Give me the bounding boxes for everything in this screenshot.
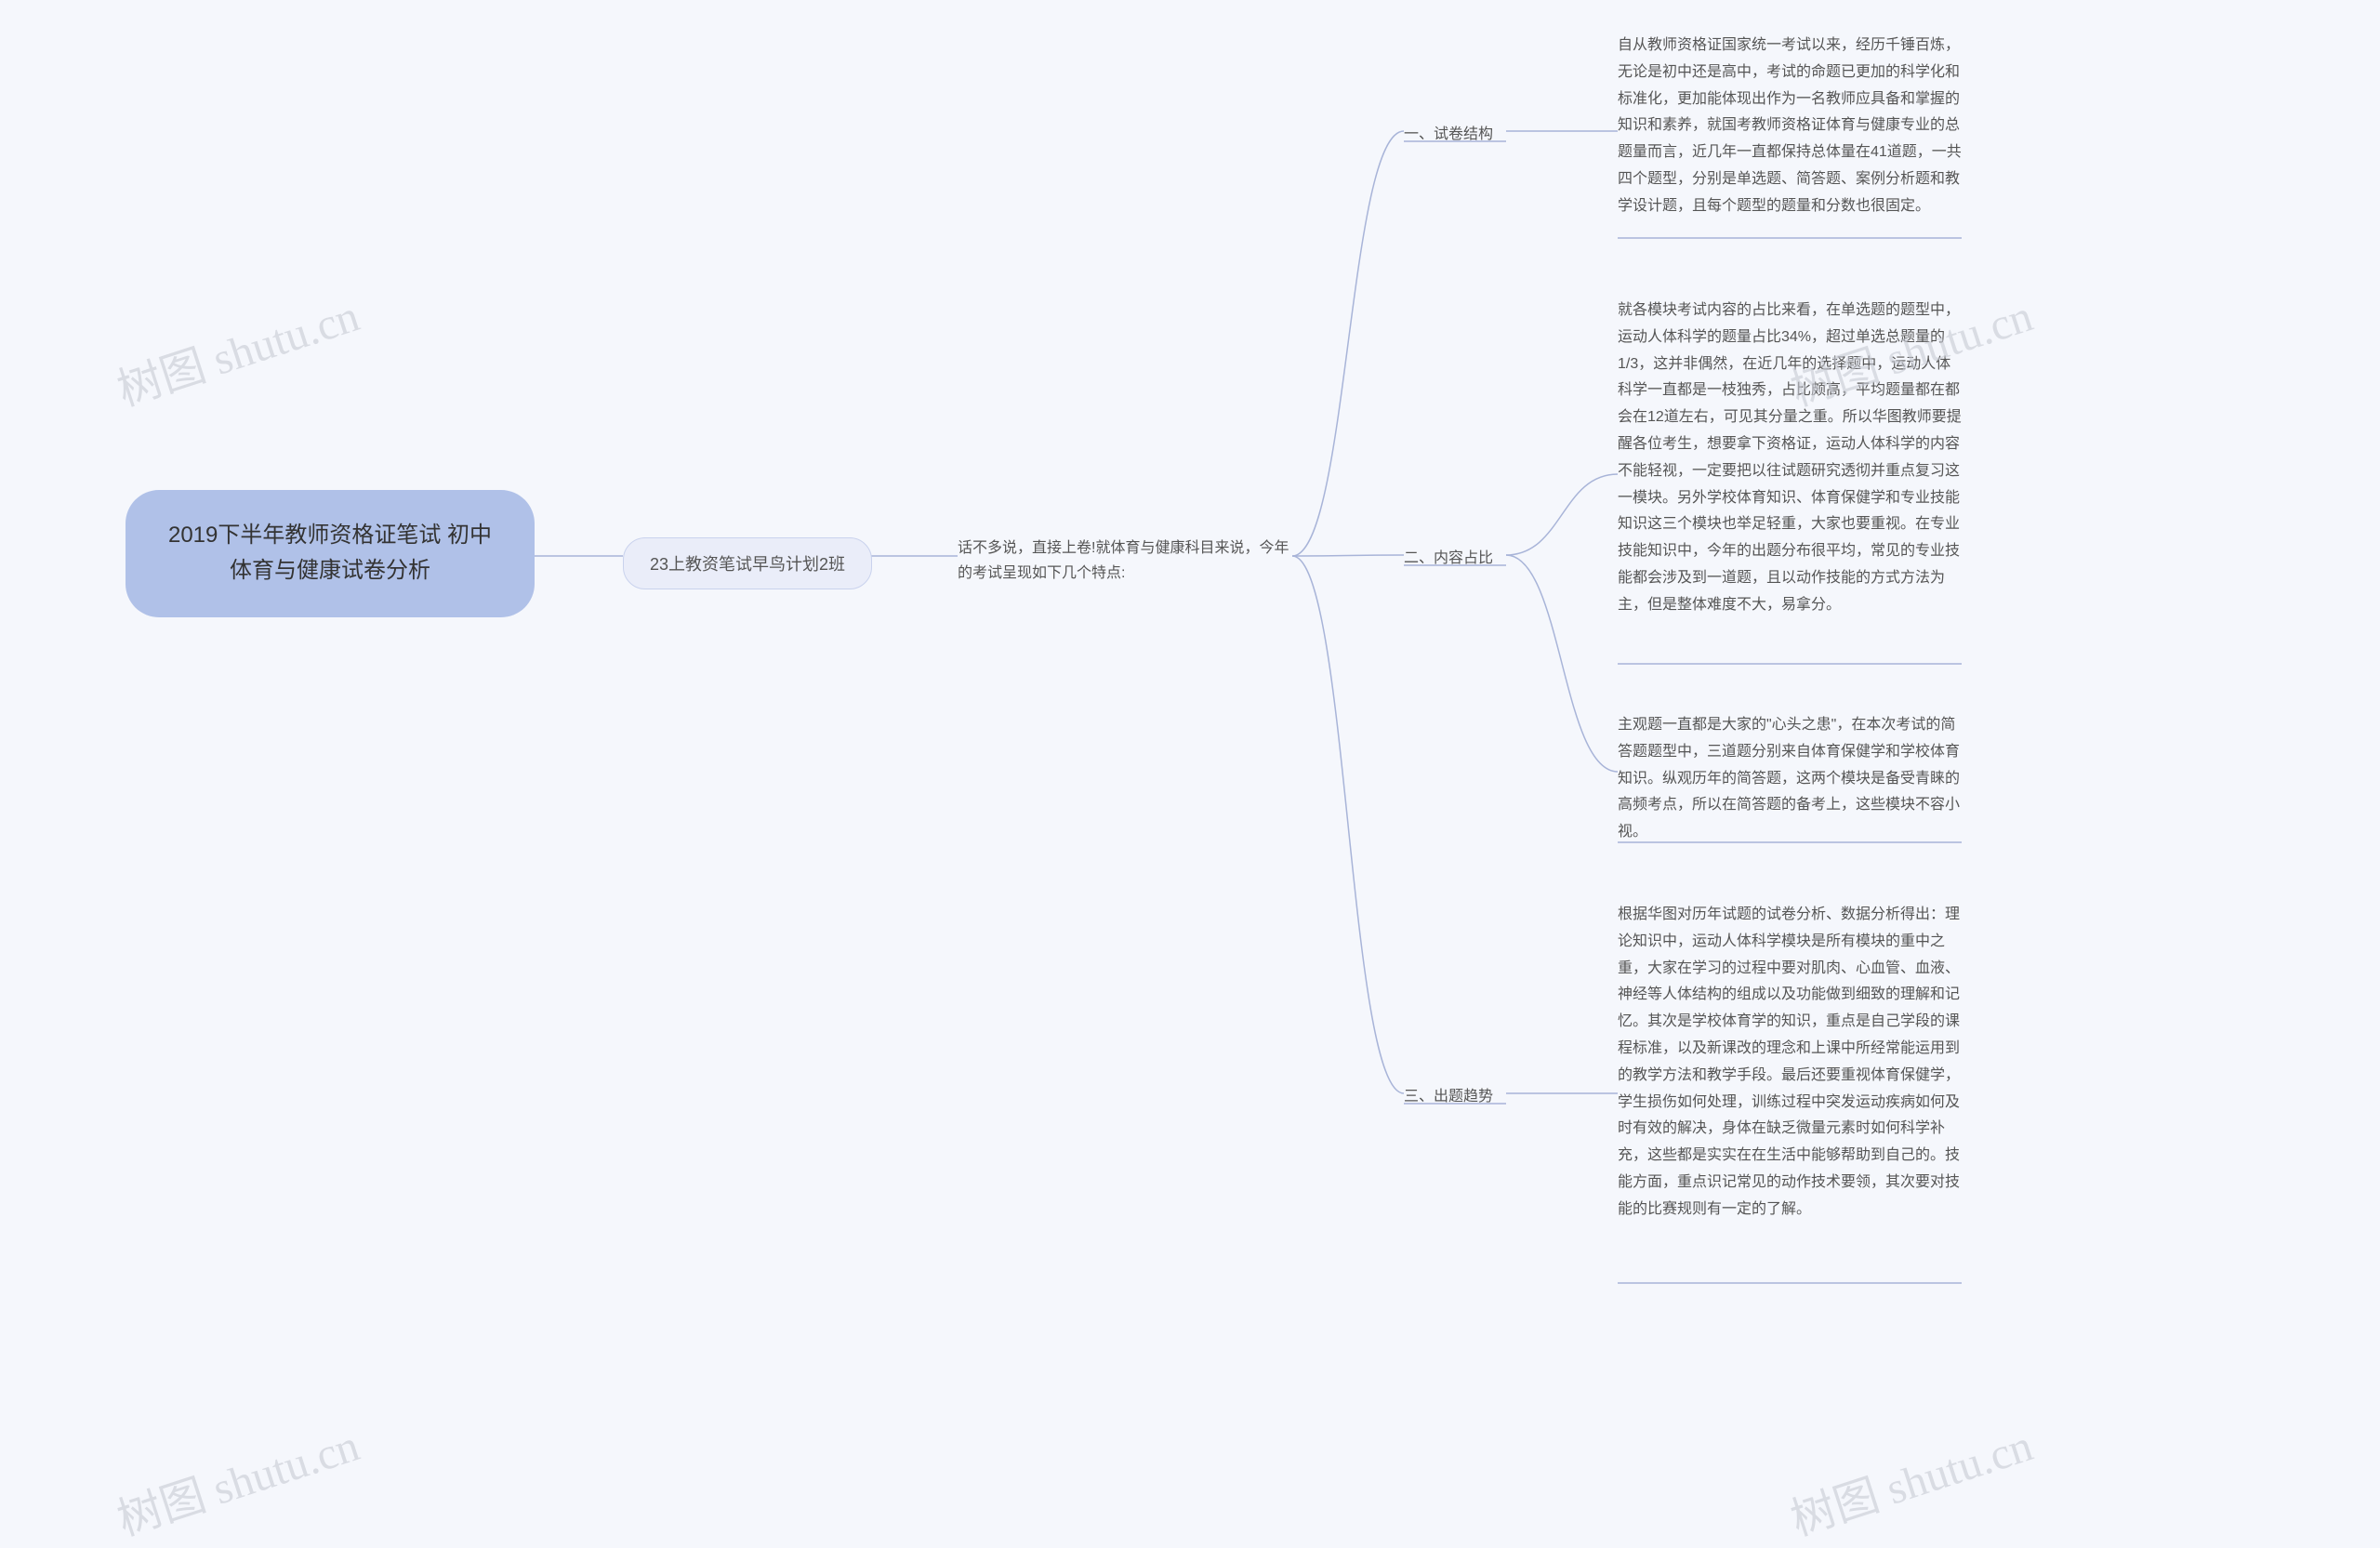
section-1-text: 一、试卷结构	[1404, 126, 1493, 142]
level1-text: 23上教资笔试早鸟计划2班	[650, 555, 845, 574]
section-label-3[interactable]: 三、出题趋势	[1404, 1083, 1493, 1109]
section-2-detail-0[interactable]: 就各模块考试内容的占比来看，在单选题的题型中，运动人体科学的题量占比34%，超过…	[1618, 298, 1962, 619]
section-1-detail-0-text: 自从教师资格证国家统一考试以来，经历千锤百炼，无论是初中还是高中，考试的命题已更…	[1618, 37, 1962, 214]
section-2-detail-0-text: 就各模块考试内容的占比来看，在单选题的题型中，运动人体科学的题量占比34%，超过…	[1618, 302, 1962, 613]
section-2-detail-1[interactable]: 主观题一直都是大家的"心头之患"，在本次考试的简答题题型中，三道题分别来自体育保…	[1618, 712, 1962, 846]
watermark-0-text: 树图 shutu.cn	[112, 291, 365, 416]
root-node[interactable]: 2019下半年教师资格证笔试 初中体育与健康试卷分析	[126, 490, 535, 617]
section-label-1[interactable]: 一、试卷结构	[1404, 121, 1493, 147]
watermark-2-text: 树图 shutu.cn	[112, 1421, 365, 1545]
connectors-svg	[0, 0, 2380, 1528]
level2-node[interactable]: 话不多说，直接上卷!就体育与健康科目来说，今年的考试呈现如下几个特点:	[958, 536, 1292, 586]
section-3-text: 三、出题趋势	[1404, 1089, 1493, 1105]
section-3-detail-0[interactable]: 根据华图对历年试题的试卷分析、数据分析得出：理论知识中，运动人体科学模块是所有模…	[1618, 902, 1962, 1224]
section-2-text: 二、内容占比	[1404, 550, 1493, 566]
section-1-detail-0[interactable]: 自从教师资格证国家统一考试以来，经历千锤百炼，无论是初中还是高中，考试的命题已更…	[1618, 33, 1962, 220]
watermark-3: 树图 shutu.cn	[1781, 1409, 2040, 1548]
watermark-0: 树图 shutu.cn	[108, 279, 366, 418]
root-text: 2019下半年教师资格证笔试 初中体育与健康试卷分析	[168, 523, 492, 583]
level1-node[interactable]: 23上教资笔试早鸟计划2班	[623, 537, 872, 589]
level2-text: 话不多说，直接上卷!就体育与健康科目来说，今年的考试呈现如下几个特点:	[958, 540, 1289, 581]
section-label-2[interactable]: 二、内容占比	[1404, 545, 1493, 571]
watermark-2: 树图 shutu.cn	[108, 1409, 366, 1548]
mindmap-container: 2019下半年教师资格证笔试 初中体育与健康试卷分析 23上教资笔试早鸟计划2班…	[0, 0, 2380, 1528]
watermark-3-text: 树图 shutu.cn	[1785, 1421, 2039, 1545]
section-3-detail-0-text: 根据华图对历年试题的试卷分析、数据分析得出：理论知识中，运动人体科学模块是所有模…	[1618, 906, 1960, 1217]
section-2-detail-1-text: 主观题一直都是大家的"心头之患"，在本次考试的简答题题型中，三道题分别来自体育保…	[1618, 717, 1960, 840]
